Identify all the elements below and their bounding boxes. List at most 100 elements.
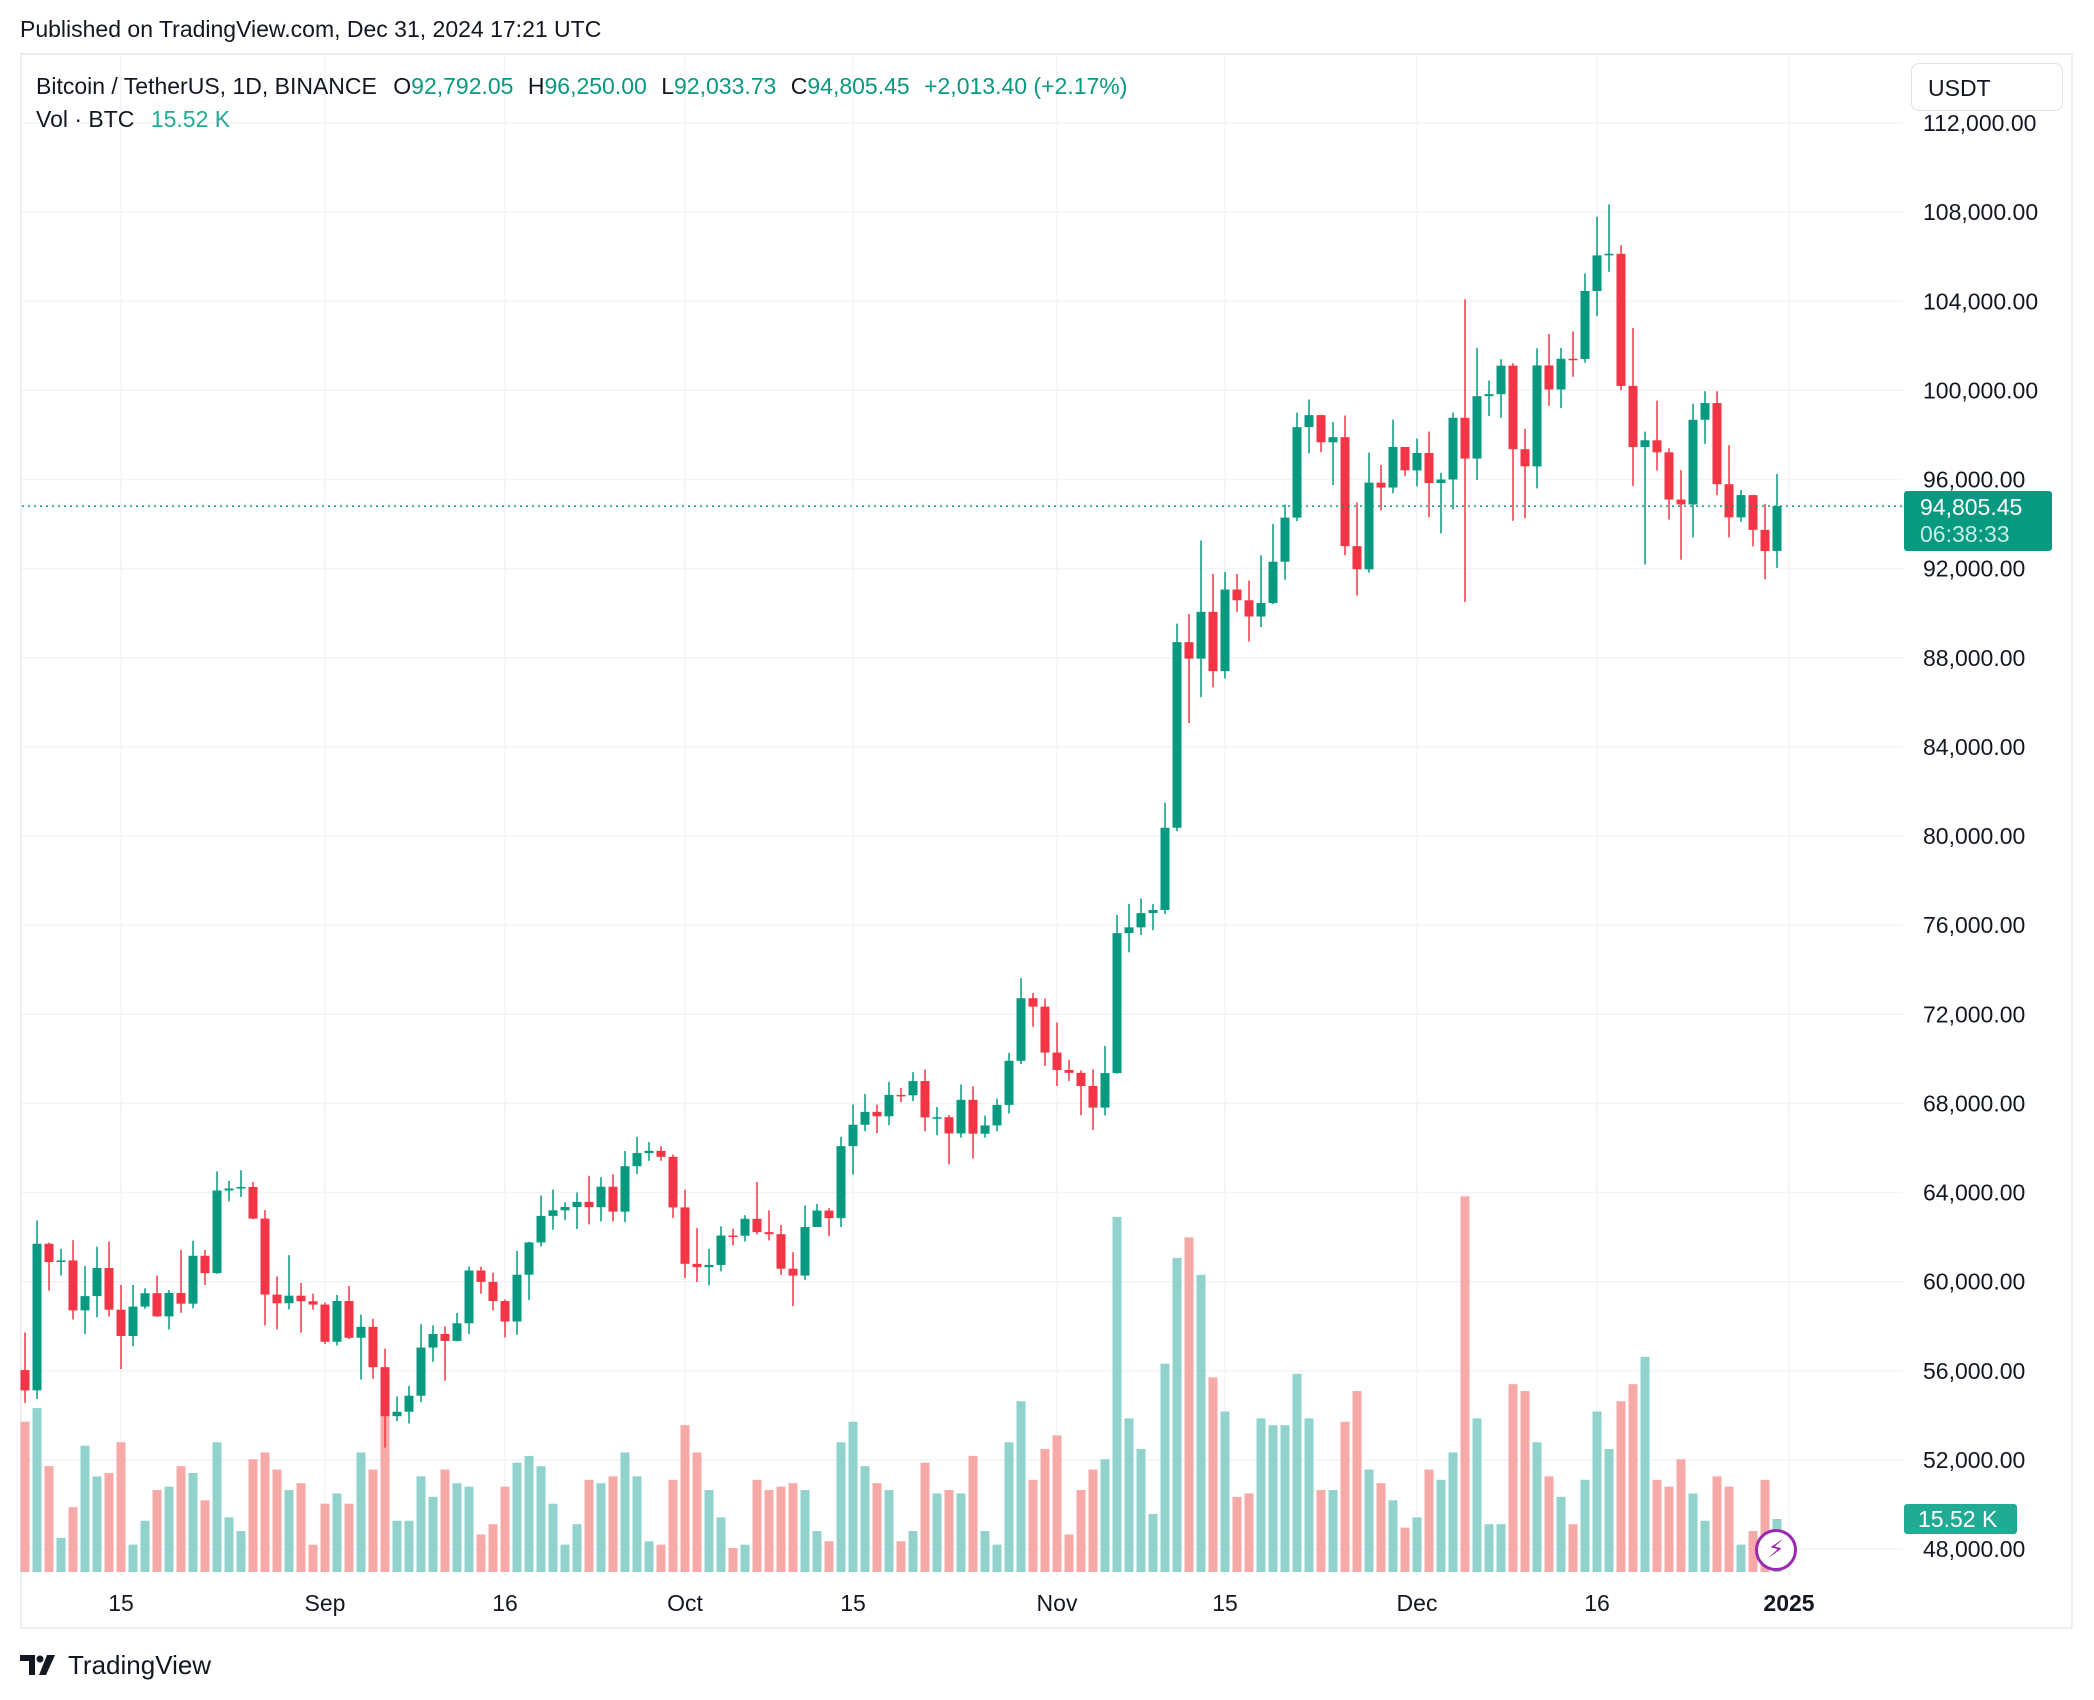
volume-bar: [1496, 1524, 1506, 1572]
price-axis-label: 92,000.00: [1923, 556, 2025, 582]
candle-body: [1076, 1072, 1086, 1086]
volume-bar: [524, 1455, 534, 1572]
candle-body: [668, 1156, 678, 1208]
candle-body: [872, 1111, 882, 1117]
candle-body: [128, 1306, 138, 1336]
volume-bar: [320, 1503, 330, 1572]
volume-label[interactable]: Vol · BTC: [36, 106, 135, 132]
volume-bar: [740, 1544, 750, 1572]
volume-bar: [1076, 1490, 1086, 1572]
volume-bar: [164, 1486, 174, 1572]
price-axis-label: 104,000.00: [1923, 288, 2038, 314]
candle-body: [572, 1201, 582, 1207]
candle-body: [1364, 482, 1374, 570]
volume-bar: [860, 1466, 870, 1572]
candle-body: [1664, 452, 1674, 500]
candle-body: [536, 1215, 546, 1243]
volume-bar: [572, 1524, 582, 1572]
candle-body: [332, 1301, 342, 1342]
candle-body: [1412, 452, 1422, 471]
volume-bar: [1436, 1479, 1446, 1572]
volume-bar: [1604, 1449, 1614, 1572]
volume-bar: [1700, 1520, 1710, 1572]
volume-bar: [872, 1483, 882, 1572]
volume-bar: [1664, 1486, 1674, 1572]
volume-bar: [692, 1452, 702, 1572]
candle-body: [812, 1210, 822, 1228]
tradingview-brand[interactable]: TradingView: [20, 1650, 211, 1681]
volume-bar: [1508, 1384, 1518, 1572]
volume-bar: [1364, 1469, 1374, 1572]
volume-bar: [368, 1469, 378, 1572]
candle-body: [896, 1094, 906, 1097]
candle-body: [632, 1153, 642, 1167]
volume-bar: [1268, 1425, 1278, 1572]
candle-body: [476, 1270, 486, 1282]
candle-body: [1280, 517, 1290, 562]
candle-body: [560, 1206, 570, 1211]
candle-body: [596, 1186, 606, 1208]
close-label: C: [790, 73, 808, 99]
volume-bar: [716, 1517, 726, 1572]
candle-body: [344, 1301, 354, 1338]
candle-body: [1616, 253, 1626, 386]
low-value: 92,033.73: [674, 73, 777, 99]
currency-button[interactable]: USDT: [1911, 63, 2063, 111]
candle-body: [1244, 600, 1254, 617]
lightning-icon[interactable]: ⚡︎: [1755, 1529, 1797, 1571]
candle-body: [1556, 358, 1566, 390]
volume-bar: [668, 1479, 678, 1572]
candle-body: [932, 1117, 942, 1119]
candle-body: [416, 1347, 426, 1396]
candle-body: [692, 1263, 702, 1268]
volume-bar: [1724, 1486, 1734, 1572]
volume-bar: [1160, 1363, 1170, 1572]
volume-bar: [992, 1544, 1002, 1572]
volume-bar: [152, 1490, 162, 1572]
volume-bar: [1376, 1483, 1386, 1572]
candle-body: [1088, 1085, 1098, 1108]
volume-bar: [284, 1490, 294, 1572]
volume-bar: [392, 1520, 402, 1572]
volume-bar: [944, 1490, 954, 1572]
volume-value: 15.52 K: [150, 106, 231, 132]
volume-bar: [1400, 1527, 1410, 1572]
volume-bar: [896, 1541, 906, 1572]
volume-bar: [596, 1483, 606, 1572]
brand-name: TradingView: [68, 1650, 212, 1680]
candle-body: [1388, 446, 1398, 488]
volume-bar: [44, 1466, 54, 1572]
volume-bar: [728, 1548, 738, 1572]
volume-bar: [1460, 1196, 1470, 1572]
candle-body: [32, 1243, 42, 1391]
candle-body: [1208, 611, 1218, 672]
volume-bar: [1328, 1490, 1338, 1572]
candle-body: [248, 1186, 258, 1219]
candle-body: [1304, 415, 1314, 428]
candle-body: [1196, 611, 1206, 659]
volume-bar: [248, 1459, 258, 1572]
volume-bar: [536, 1466, 546, 1572]
symbol-title[interactable]: Bitcoin / TetherUS, 1D, BINANCE: [36, 73, 377, 99]
volume-bar: [812, 1531, 822, 1572]
volume-bar: [1628, 1384, 1638, 1572]
volume-bar: [500, 1486, 510, 1572]
volume-bar: [1316, 1490, 1326, 1572]
volume-bar: [224, 1517, 234, 1572]
candle-body: [1016, 998, 1026, 1061]
volume-bar: [824, 1541, 834, 1572]
price-axis-label: 56,000.00: [1923, 1358, 2025, 1384]
candle-body: [176, 1292, 186, 1304]
candle-body: [116, 1309, 126, 1336]
candle-body: [1568, 358, 1578, 361]
volume-bar: [836, 1442, 846, 1572]
volume-bar: [908, 1531, 918, 1572]
candle-body: [920, 1081, 930, 1118]
volume-bar: [1196, 1274, 1206, 1572]
bar-countdown: 06:38:33: [1920, 521, 2010, 547]
candle-body: [956, 1099, 966, 1134]
candle-body: [1316, 415, 1326, 443]
candle-body: [80, 1296, 90, 1311]
price-axis-label: 88,000.00: [1923, 645, 2025, 671]
